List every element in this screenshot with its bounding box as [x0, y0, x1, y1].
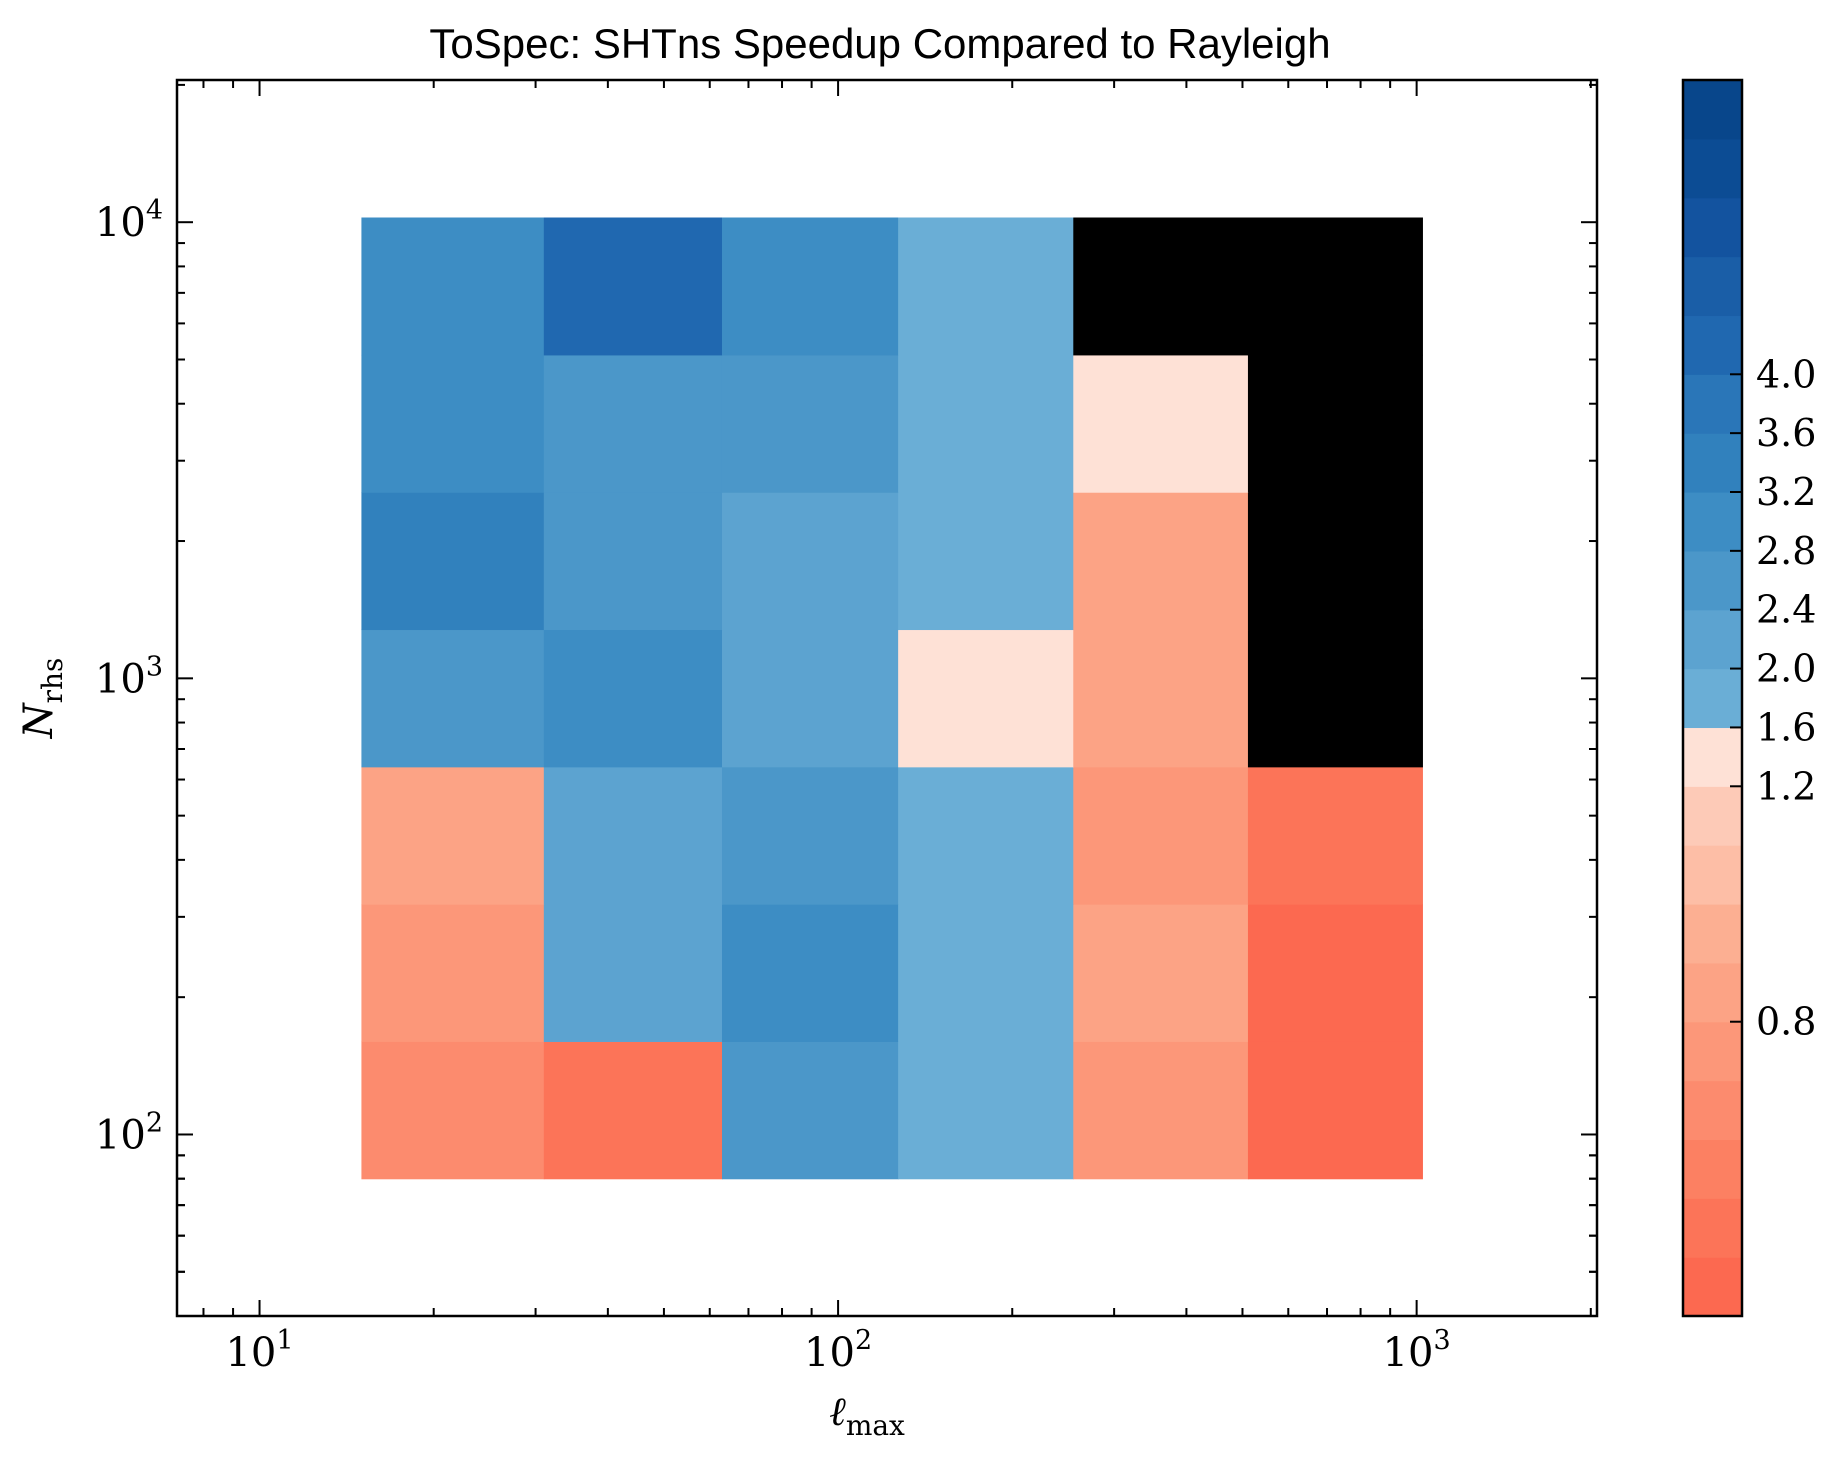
heatmap-cell [721, 492, 899, 631]
y-tick-label: 104 [95, 195, 163, 246]
colorbar-segment [1683, 256, 1742, 317]
x-tick-label: 103 [1383, 1325, 1451, 1376]
colorbar-tick-label: 0.8 [1756, 1000, 1816, 1044]
heatmap-cell [898, 354, 1074, 493]
colorbar-segment [1683, 197, 1742, 258]
heatmap-cell [1073, 1041, 1249, 1180]
heatmap-cell [543, 904, 723, 1042]
plot-frame [175, 78, 1599, 1318]
heatmap-cell [361, 492, 545, 631]
x-tick-label: 102 [804, 1325, 872, 1376]
colorbar-segment [1683, 1021, 1742, 1082]
heatmap-cell [898, 1041, 1074, 1180]
plot-axes: 101 102 103 102 103 104 ℓmax Nrhs [16, 78, 1599, 1442]
colorbar-segment [1683, 433, 1742, 493]
heatmap-cell [1247, 766, 1423, 905]
colorbar: 0.8 1.2 1.6 2.0 2.4 2.8 3.2 3.6 4.0 [1681, 78, 1816, 1318]
heatmap-cell [721, 217, 899, 356]
colorbar-tick-label: 1.2 [1756, 764, 1816, 808]
colorbar-segment [1683, 786, 1742, 846]
colorbar-segment [1683, 1139, 1742, 1199]
chart-title: ToSpec: SHTns Speedup Compared to Raylei… [429, 20, 1330, 67]
colorbar-segment [1683, 1080, 1742, 1141]
y-axis-label: Nrhs [16, 658, 69, 740]
x-tick-label: 101 [225, 1325, 293, 1376]
colorbar-segment [1683, 550, 1742, 611]
y-tick-label: 103 [95, 651, 163, 702]
colorbar-segment [1683, 80, 1742, 140]
colorbar-segment [1683, 668, 1742, 729]
heatmap-cell [543, 217, 723, 356]
heatmap-cell [721, 629, 899, 768]
colorbar-segment [1683, 374, 1742, 434]
heatmap-cell [1073, 766, 1249, 905]
heatmap-cell [898, 629, 1074, 768]
heatmap-cell [543, 629, 723, 768]
heatmap-cell [1247, 629, 1423, 768]
colorbar-segment [1683, 138, 1742, 199]
colorbar-tick-label: 3.6 [1756, 411, 1816, 455]
heatmap-cell [898, 904, 1074, 1042]
colorbar-tick-label: 2.8 [1756, 529, 1816, 573]
colorbar-segment [1683, 904, 1742, 964]
heatmap-cells [361, 217, 1423, 1180]
heatmap-cell [721, 354, 899, 493]
colorbar-segment [1683, 609, 1742, 670]
heatmap-cell [1247, 1041, 1423, 1180]
colorbar-segment [1683, 962, 1742, 1023]
heatmap-cell [543, 354, 723, 493]
heatmap-cell [898, 766, 1074, 905]
colorbar-segment [1683, 845, 1742, 905]
colorbar-tick-label: 4.0 [1756, 352, 1816, 396]
heatmap-cell [721, 904, 899, 1042]
y-tick-label: 102 [95, 1107, 163, 1158]
heatmap-cell [1073, 492, 1249, 631]
heatmap-cell [1247, 354, 1423, 493]
heatmap-cell [361, 629, 545, 768]
heatmap-cell [721, 766, 899, 905]
heatmap-cell [361, 1041, 545, 1180]
colorbar-segment [1683, 492, 1742, 552]
colorbar-tick-label: 1.6 [1756, 705, 1816, 749]
colorbar-tick-label: 2.0 [1756, 647, 1816, 691]
heatmap-cell [361, 904, 545, 1042]
heatmap-cell [1073, 354, 1249, 493]
heatmap-cell [721, 1041, 899, 1180]
heatmap-cell [1247, 217, 1423, 356]
heatmap-cell [361, 354, 545, 493]
colorbar-frame [1681, 78, 1744, 1318]
heatmap-cell [361, 217, 545, 356]
colorbar-segment [1683, 1198, 1742, 1258]
heatmap-cell [898, 492, 1074, 631]
heatmap-cell [898, 217, 1074, 356]
heatmap-cell [1247, 492, 1423, 631]
colorbar-segment [1683, 727, 1742, 787]
colorbar-segment [1683, 1257, 1742, 1317]
heatmap-cell [361, 766, 545, 905]
colorbar-tick-label: 3.2 [1756, 470, 1816, 514]
heatmap-cell [543, 1041, 723, 1180]
colorbar-segment [1683, 315, 1742, 375]
heatmap-cell [543, 492, 723, 631]
heatmap-cell [543, 766, 723, 905]
colorbar-tick-label: 2.4 [1756, 588, 1816, 632]
heatmap-cell [1247, 904, 1423, 1042]
heatmap-cell [1073, 217, 1249, 356]
heatmap-cell [1073, 904, 1249, 1042]
x-axis-label: ℓmax [829, 1389, 905, 1442]
heatmap-cell [1073, 629, 1249, 768]
